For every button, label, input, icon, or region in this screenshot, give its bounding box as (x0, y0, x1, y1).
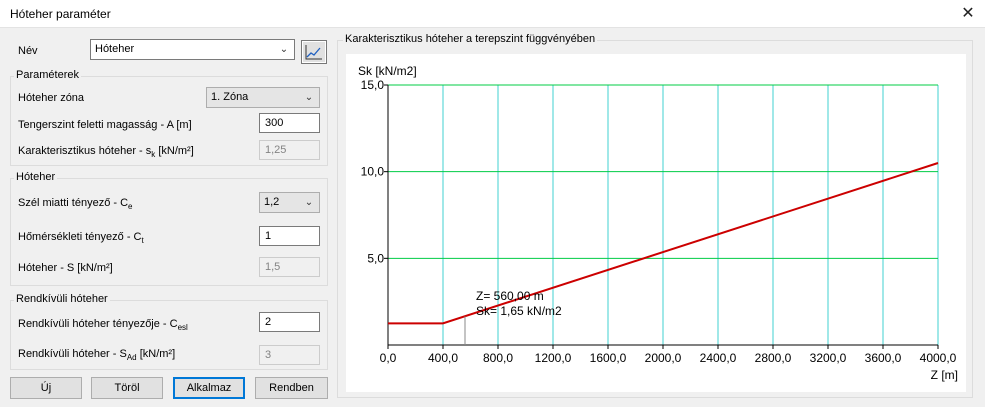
zone-value: 1. Zóna (211, 91, 249, 103)
zone-select[interactable]: 1. Zóna ⌄ (206, 87, 320, 108)
ct-label: Hőmérsékleti tényező - Ct (18, 231, 144, 246)
sad-field: 3 (259, 345, 320, 365)
title-bar: Hóteher paraméter ✕ (0, 0, 985, 28)
exceptional-group: Rendkívüli hóteher (10, 293, 328, 370)
parameters-group: Paraméterek (10, 69, 328, 166)
ce-value: 1,2 (264, 196, 280, 208)
name-value: Hóteher (95, 43, 135, 55)
chart-background (346, 54, 966, 392)
line-chart-icon (305, 45, 322, 60)
altitude-label: Tengerszint feletti magasság - A [m] (18, 119, 192, 131)
ok-button[interactable]: Rendben (255, 377, 328, 399)
ct-input[interactable]: 1 (259, 226, 320, 246)
cesl-label: Rendkívüli hóteher tényezője - Cesl (18, 318, 188, 333)
close-icon[interactable]: ✕ (961, 5, 975, 22)
chevron-down-icon: ⌄ (304, 197, 314, 208)
parameters-group-title: Paraméterek (14, 69, 81, 81)
ce-select[interactable]: 1,2 ⌄ (259, 192, 320, 213)
name-label: Név (18, 45, 38, 57)
chart-toggle-button[interactable] (301, 40, 327, 64)
window-title: Hóteher paraméter (10, 7, 111, 21)
snowload-group-title: Hóteher (14, 171, 58, 183)
ce-label: Szél miatti tényező - Ce (18, 197, 133, 212)
sad-label: Rendkívüli hóteher - SAd [kN/m²] (18, 348, 176, 363)
chart-frame (337, 40, 973, 398)
zone-label: Hóteher zóna (18, 92, 85, 104)
s-field: 1,5 (259, 257, 320, 277)
sk-label: Karakterisztikus hóteher - sk [kN/m²] (18, 145, 194, 160)
altitude-input[interactable]: 300 (259, 113, 320, 133)
s-label: Hóteher - S [kN/m²] (18, 262, 113, 274)
chevron-down-icon: ⌄ (279, 44, 289, 55)
snowload-group: Hóteher (10, 171, 328, 286)
delete-button[interactable]: Töröl (91, 377, 163, 399)
chart-title: Karakterisztikus hóteher a terepszint fü… (343, 33, 598, 45)
name-combo[interactable]: Hóteher ⌄ (90, 39, 295, 60)
cesl-input[interactable]: 2 (259, 312, 320, 332)
exceptional-group-title: Rendkívüli hóteher (14, 293, 110, 305)
apply-button[interactable]: Alkalmaz (173, 377, 245, 399)
sk-field: 1,25 (259, 140, 320, 160)
chevron-down-icon: ⌄ (304, 92, 314, 103)
new-button[interactable]: Új (10, 377, 82, 399)
